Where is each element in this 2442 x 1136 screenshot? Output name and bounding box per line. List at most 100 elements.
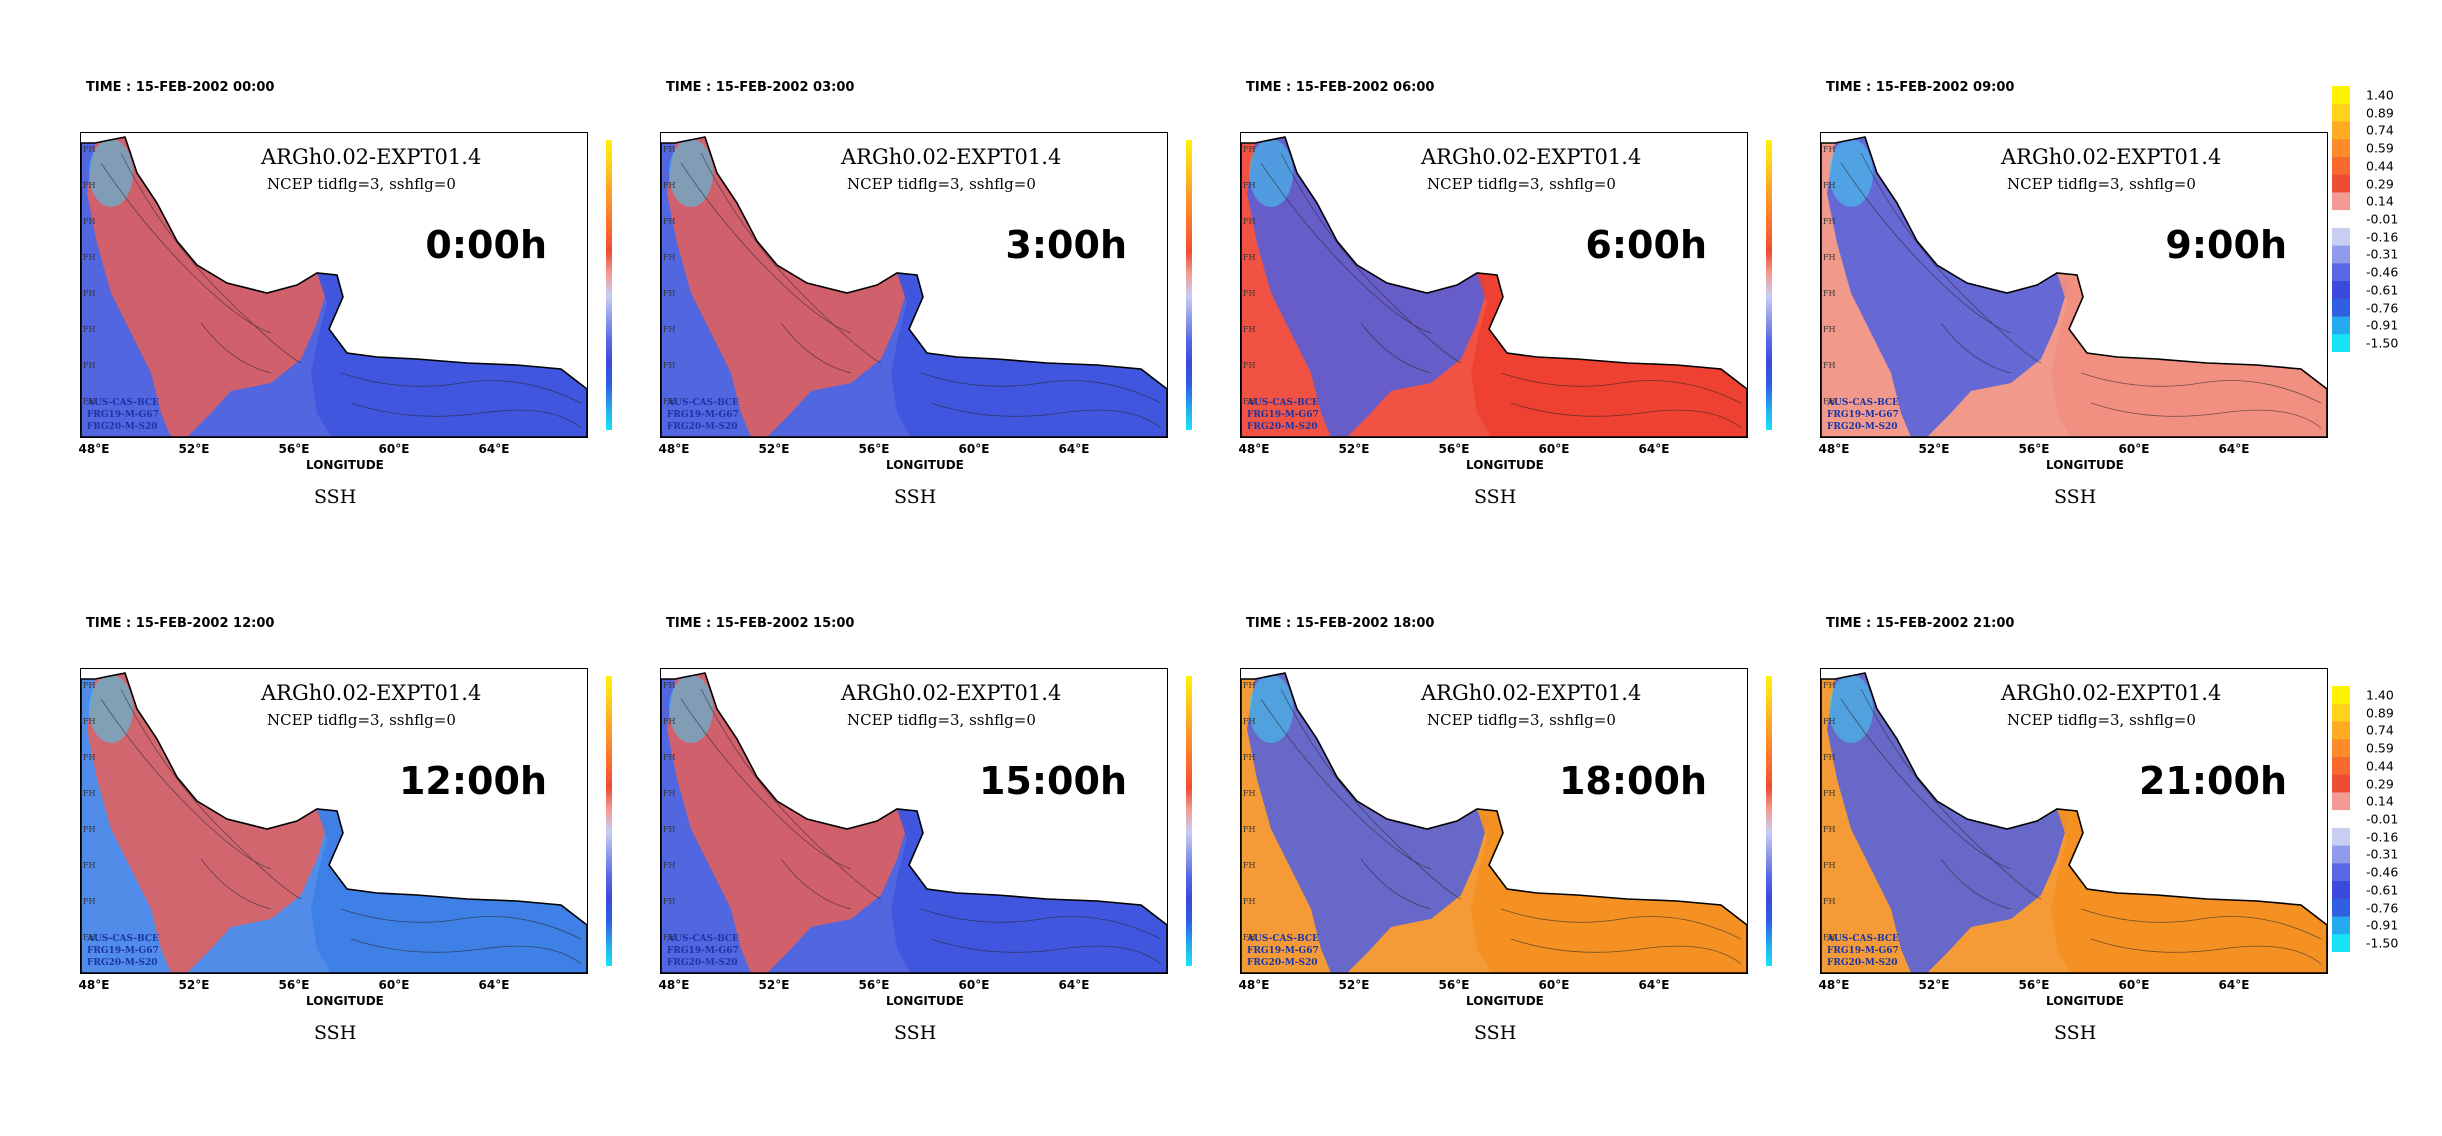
experiment-subtitle: NCEP tidflg=3, sshflg=0 xyxy=(1427,711,1616,729)
time-label: TIME : 15-FEB-2002 00:00 xyxy=(86,80,275,95)
colorbar-swatch xyxy=(2332,934,2350,952)
colorbar-tick-label: -0.61 xyxy=(2366,882,2399,898)
colorbar-swatch xyxy=(2332,721,2350,740)
lon-tick-label: 64°E xyxy=(2218,978,2250,992)
colorbar-swatch xyxy=(2332,845,2350,864)
northwest-anomaly xyxy=(89,139,133,207)
lon-tick-label: 56°E xyxy=(858,442,890,456)
lat-tick-label: FH xyxy=(663,681,676,690)
lat-tick-label: FH xyxy=(83,217,96,226)
ssh-contour-map xyxy=(661,136,1167,437)
lon-tick-label: 64°E xyxy=(478,442,510,456)
colorbar-swatch xyxy=(2332,863,2350,882)
ssh-map-panel: TIME : 15-FEB-2002 18:00 ARGh0.02-EXPT01… xyxy=(1238,616,1828,1136)
colorbar-swatch xyxy=(2332,334,2350,352)
lat-tick-label: FH xyxy=(83,145,96,154)
coastline xyxy=(1821,672,2327,973)
colorbar-tick-label: 0.74 xyxy=(2366,722,2394,738)
credit-line: AUS-CAS-BCE xyxy=(1247,398,1319,408)
hour-label: 12:00h xyxy=(398,759,547,803)
colorbar-tick-label: -0.31 xyxy=(2366,246,2399,262)
experiment-title: ARGh0.02-EXPT01.4 xyxy=(261,681,482,705)
colorbar-tick-label: -0.31 xyxy=(2366,846,2399,862)
colorbar-tick-label: 0.89 xyxy=(2366,105,2394,121)
x-axis-label: LONGITUDE xyxy=(886,994,964,1008)
lat-tick-label: FH xyxy=(1243,361,1256,370)
credit-line: FRG19-M-G67 xyxy=(667,946,739,956)
ssh-contour-map xyxy=(661,672,1167,973)
colorbar-swatch xyxy=(2332,898,2350,918)
lon-tick-label: 60°E xyxy=(2118,442,2150,456)
lat-tick-label: FH xyxy=(83,717,96,726)
ssh-contour-map xyxy=(81,136,587,437)
time-label: TIME : 15-FEB-2002 15:00 xyxy=(666,616,855,631)
credit-line: FRG19-M-G67 xyxy=(1827,410,1899,420)
coastline xyxy=(81,672,587,973)
lon-tick-label: 64°E xyxy=(2218,442,2250,456)
lat-tick-label: FH xyxy=(1823,753,1836,762)
lon-tick-label: 52°E xyxy=(178,978,210,992)
experiment-subtitle: NCEP tidflg=3, sshflg=0 xyxy=(267,175,456,193)
ssh-map-panel: TIME : 15-FEB-2002 21:00 ARGh0.02-EXPT01… xyxy=(1818,616,2408,1136)
credits-block: AUS-CAS-BCE FRG19-M-G67 FRG20-M-S20 xyxy=(87,933,159,969)
colorbar-tick-label: -1.50 xyxy=(2366,935,2399,951)
gulf-fill xyxy=(1247,137,1489,437)
arabian-sea-fill xyxy=(891,809,1167,973)
colorbar-swatch xyxy=(2332,881,2350,900)
lat-tick-label: FH xyxy=(1823,717,1836,726)
lon-tick-label: 60°E xyxy=(1538,442,1570,456)
lat-tick-label: FH xyxy=(663,789,676,798)
lon-tick-label: 56°E xyxy=(1438,978,1470,992)
lon-tick-label: 56°E xyxy=(858,978,890,992)
lon-tick-label: 56°E xyxy=(2018,442,2050,456)
colorbar-tick-label: 0.14 xyxy=(2366,193,2394,209)
contour-lines xyxy=(1260,688,1742,965)
colorbar-tick-label: -0.16 xyxy=(2366,829,2399,845)
colorbar-tick-label: -0.16 xyxy=(2366,229,2399,245)
arabian-sea-fill xyxy=(2051,273,2327,437)
map-frame: ARGh0.02-EXPT01.4 NCEP tidflg=3, sshflg=… xyxy=(1820,668,2328,974)
credits-block: AUS-CAS-BCE FRG19-M-G67 FRG20-M-S20 xyxy=(1827,397,1899,433)
lat-tick-label: FH xyxy=(1243,397,1256,406)
colorbar-tick-label: -0.76 xyxy=(2366,900,2399,916)
contour-lines xyxy=(1260,152,1742,429)
lat-tick-label: FH xyxy=(663,753,676,762)
lat-tick-label: FH xyxy=(663,325,676,334)
credit-line: FRG20-M-S20 xyxy=(667,422,738,432)
x-axis-label: LONGITUDE xyxy=(306,458,384,472)
cropped-colorbar-strip xyxy=(606,140,612,430)
lon-tick-label: 64°E xyxy=(1638,442,1670,456)
contour-lines xyxy=(1840,152,2322,429)
x-axis-label: LONGITUDE xyxy=(306,994,384,1008)
colorbar-swatch xyxy=(2332,792,2350,811)
colorbar-tick-label: 0.89 xyxy=(2366,705,2394,721)
variable-label: SSH xyxy=(894,1022,937,1044)
gulf-fill xyxy=(87,673,329,973)
lat-tick-label: FH xyxy=(1823,681,1836,690)
lat-tick-label: FH xyxy=(1823,325,1836,334)
cropped-colorbar-strip xyxy=(1766,140,1772,430)
lon-tick-label: 48°E xyxy=(1238,978,1270,992)
lat-tick-label: FH xyxy=(83,181,96,190)
ssh-contour-map xyxy=(1241,672,1747,973)
lat-tick-label: FH xyxy=(663,289,676,298)
credit-line: FRG19-M-G67 xyxy=(667,410,739,420)
variable-label: SSH xyxy=(314,486,357,508)
lat-tick-label: FH xyxy=(663,861,676,870)
northwest-anomaly xyxy=(1829,139,1873,207)
colorbar-tick-label: -0.46 xyxy=(2366,264,2399,280)
lat-tick-label: FH xyxy=(83,289,96,298)
colorbar-swatch xyxy=(2332,774,2350,793)
lat-tick-label: FH xyxy=(1823,933,1836,942)
contour-lines xyxy=(680,152,1162,429)
ssh-contour-map xyxy=(1821,672,2327,973)
cropped-colorbar-strip xyxy=(1766,676,1772,966)
credit-line: FRG20-M-S20 xyxy=(87,958,158,968)
lat-tick-label: FH xyxy=(663,397,676,406)
colorbar-tick-label: 0.44 xyxy=(2366,158,2394,174)
colorbar-scale-bottom xyxy=(2332,686,2350,952)
lon-tick-label: 52°E xyxy=(758,442,790,456)
lat-tick-label: FH xyxy=(1243,717,1256,726)
northwest-anomaly xyxy=(669,675,713,743)
experiment-title: ARGh0.02-EXPT01.4 xyxy=(261,145,482,169)
